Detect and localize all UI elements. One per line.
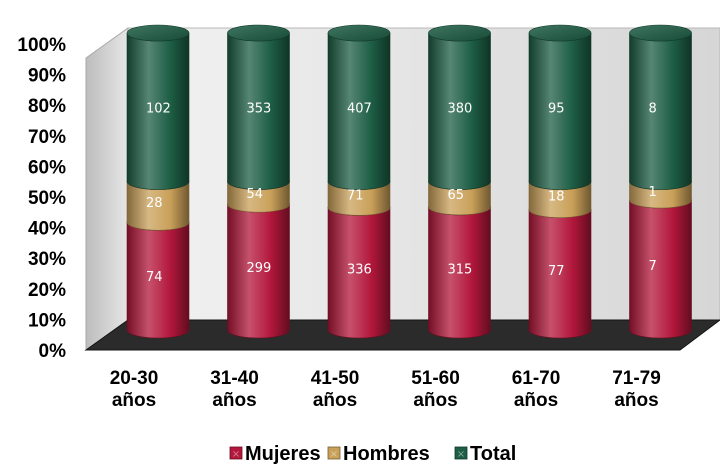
x-tick-label: 20-30 años (110, 368, 159, 411)
legend-swatch-mark: × (457, 449, 465, 460)
side-wall (85, 27, 129, 351)
y-tick-label: 0% (39, 341, 67, 362)
x-tick-label: 71-79 años (612, 368, 661, 411)
y-tick-label: 80% (28, 96, 66, 117)
bar-group (528, 24, 592, 339)
bar-segment-top (629, 24, 692, 42)
bar-group (428, 24, 491, 339)
data-label: 95 (548, 101, 565, 116)
bar-segment-total (629, 32, 692, 190)
data-label: 315 (448, 262, 473, 277)
data-label: 353 (247, 101, 272, 116)
bar-segment-mujeres (629, 200, 692, 339)
data-label: 299 (247, 261, 272, 276)
legend-swatch-mark: × (232, 449, 240, 460)
legend-item-total: × Total (454, 443, 516, 465)
y-tick-label: 100% (17, 35, 66, 56)
x-tick-label: 61-70 años (512, 368, 561, 411)
x-tick-label: 51-60 años (411, 368, 460, 411)
bar-segment-top (126, 24, 190, 42)
y-tick-label: 90% (28, 66, 66, 87)
data-label: 8 (649, 101, 657, 116)
x-tick-label: 41-50 años (311, 368, 360, 411)
bar-segment-top (528, 24, 592, 42)
legend-swatch-mark: × (330, 449, 338, 460)
data-label: 407 (347, 101, 372, 116)
y-tick-label: 20% (28, 280, 66, 301)
legend-label: Total (470, 443, 516, 465)
data-label: 65 (448, 188, 465, 203)
legend-label: Hombres (343, 443, 430, 465)
data-label: 7 (649, 259, 657, 274)
legend-swatch (229, 446, 243, 460)
data-label: 380 (448, 101, 473, 116)
data-label: 74 (146, 270, 163, 285)
y-tick-label: 40% (28, 219, 66, 240)
data-label: 28 (146, 196, 163, 211)
legend-swatch (327, 446, 341, 460)
bar-group (629, 24, 692, 339)
data-label: 54 (247, 187, 264, 202)
data-label: 102 (146, 101, 171, 116)
y-tick-label: 50% (28, 188, 66, 209)
data-label: 1 (649, 185, 657, 200)
bar-segment-top (428, 24, 491, 42)
bar-group (327, 24, 391, 339)
bar-segment-top (227, 24, 290, 42)
data-label: 71 (347, 188, 364, 203)
bar-group (227, 24, 290, 339)
y-tick-label: 30% (28, 249, 66, 270)
y-tick-label: 70% (28, 127, 66, 148)
y-tick-label: 10% (28, 310, 66, 331)
data-label: 77 (548, 264, 565, 279)
bar-segment-top (327, 24, 391, 42)
legend-item-mujeres: × Mujeres (229, 443, 321, 465)
legend-item-hombres: × Hombres (327, 443, 430, 465)
y-tick-label: 60% (28, 157, 66, 178)
data-label: 336 (347, 263, 372, 278)
legend-label: Mujeres (245, 443, 321, 465)
data-label: 18 (548, 190, 565, 205)
legend-swatch (454, 446, 468, 460)
x-tick-label: 31-40 años (210, 368, 259, 411)
bar-group (126, 24, 190, 339)
